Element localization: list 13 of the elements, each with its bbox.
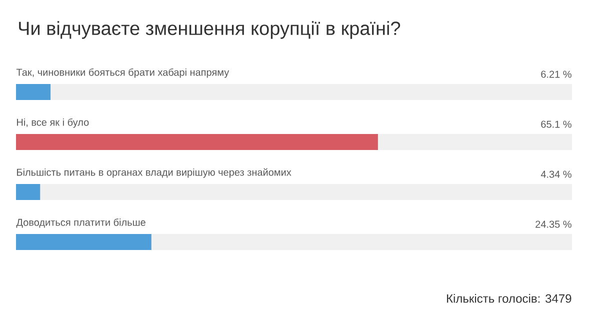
bar: [16, 234, 152, 250]
data-label: 24.35 %: [536, 220, 572, 228]
y-tick-label: Ні, все як і було: [17, 118, 89, 128]
data-label: 4.34 %: [540, 170, 572, 178]
y-tick-label: Так, чиновники бояться брати хабарі напряму: [16, 68, 230, 78]
text: Кількість голосів: 3479: [447, 294, 572, 303]
data-label: 6.21 %: [541, 70, 572, 78]
chart-title: Чи відчуваєте зменшення корупції в країні?: [19, 21, 400, 39]
bar: [16, 184, 40, 200]
data-label: 65.1 %: [541, 120, 572, 128]
y-tick-label: Доводиться платити більше: [16, 218, 146, 228]
y-tick-label: Більшість питань в органах влади вирішую через знайомих: [17, 168, 292, 178]
bar: [16, 84, 51, 100]
